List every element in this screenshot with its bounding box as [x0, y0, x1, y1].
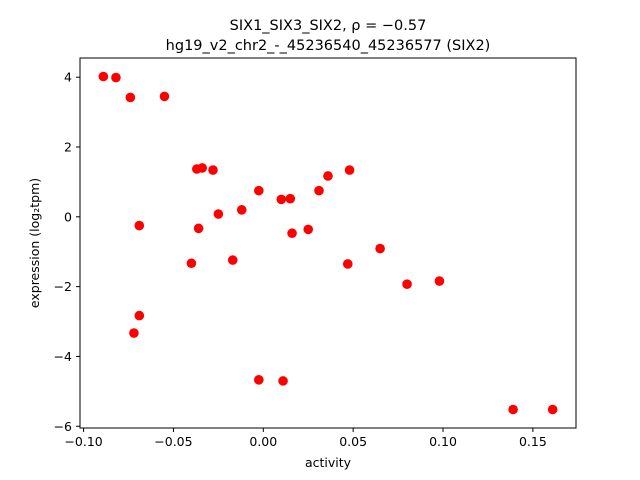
data-point-30 [508, 404, 518, 415]
y-axis-label: expression (log₂tpm) [27, 178, 42, 308]
data-point-6 [197, 163, 207, 173]
data-point-3 [125, 92, 136, 103]
data-points [98, 71, 558, 415]
data-point-20 [186, 258, 197, 269]
data-point-16 [134, 220, 145, 231]
data-point-21 [227, 255, 238, 265]
data-point-27 [129, 328, 139, 338]
data-point-26 [134, 310, 145, 321]
data-point-31 [547, 404, 558, 415]
data-point-1 [98, 71, 109, 82]
y-tick-label: 0 [64, 209, 72, 224]
data-point-11 [276, 194, 287, 205]
y-tick-label: −6 [54, 419, 72, 434]
data-point-4 [159, 91, 170, 102]
x-tick-label: 0.00 [249, 434, 277, 449]
data-point-23 [375, 243, 385, 254]
data-point-2 [111, 72, 121, 83]
data-point-15 [344, 165, 355, 175]
data-point-18 [287, 228, 297, 239]
data-point-14 [323, 171, 333, 181]
y-tick-label: −4 [54, 349, 72, 364]
x-axis-ticks: −0.10 −0.05 0.00 0.05 0.10 0.15 [64, 428, 547, 449]
y-tick-label: 2 [64, 140, 72, 155]
data-point-7 [208, 165, 218, 175]
data-point-8 [254, 185, 264, 196]
data-point-24 [402, 279, 412, 289]
data-point-12 [285, 193, 296, 204]
data-point-28 [254, 375, 264, 385]
chart-title-line2: hg19_v2_chr2_-_45236540_45236577 (SIX2) [166, 38, 491, 54]
y-tick-label: 4 [64, 70, 72, 85]
x-tick-label: −0.10 [64, 434, 102, 449]
data-point-10 [236, 205, 247, 215]
y-axis-ticks: −6 −4 −2 0 2 4 [54, 70, 80, 434]
data-point-22 [342, 259, 353, 269]
data-point-9 [213, 209, 224, 219]
x-axis-label: activity [305, 455, 352, 470]
data-point-19 [303, 224, 314, 235]
chart-title-line1: SIX1_SIX3_SIX2, ρ = −0.57 [230, 18, 427, 34]
data-point-29 [278, 376, 288, 386]
plot-area-frame [79, 57, 577, 429]
x-tick-label: 0.15 [519, 434, 547, 449]
x-tick-label: −0.05 [154, 434, 192, 449]
y-tick-label: −2 [54, 279, 72, 294]
x-tick-label: 0.10 [429, 434, 457, 449]
data-point-17 [193, 223, 204, 234]
data-point-13 [314, 185, 324, 196]
x-tick-label: 0.05 [339, 434, 367, 449]
data-point-25 [434, 276, 445, 286]
